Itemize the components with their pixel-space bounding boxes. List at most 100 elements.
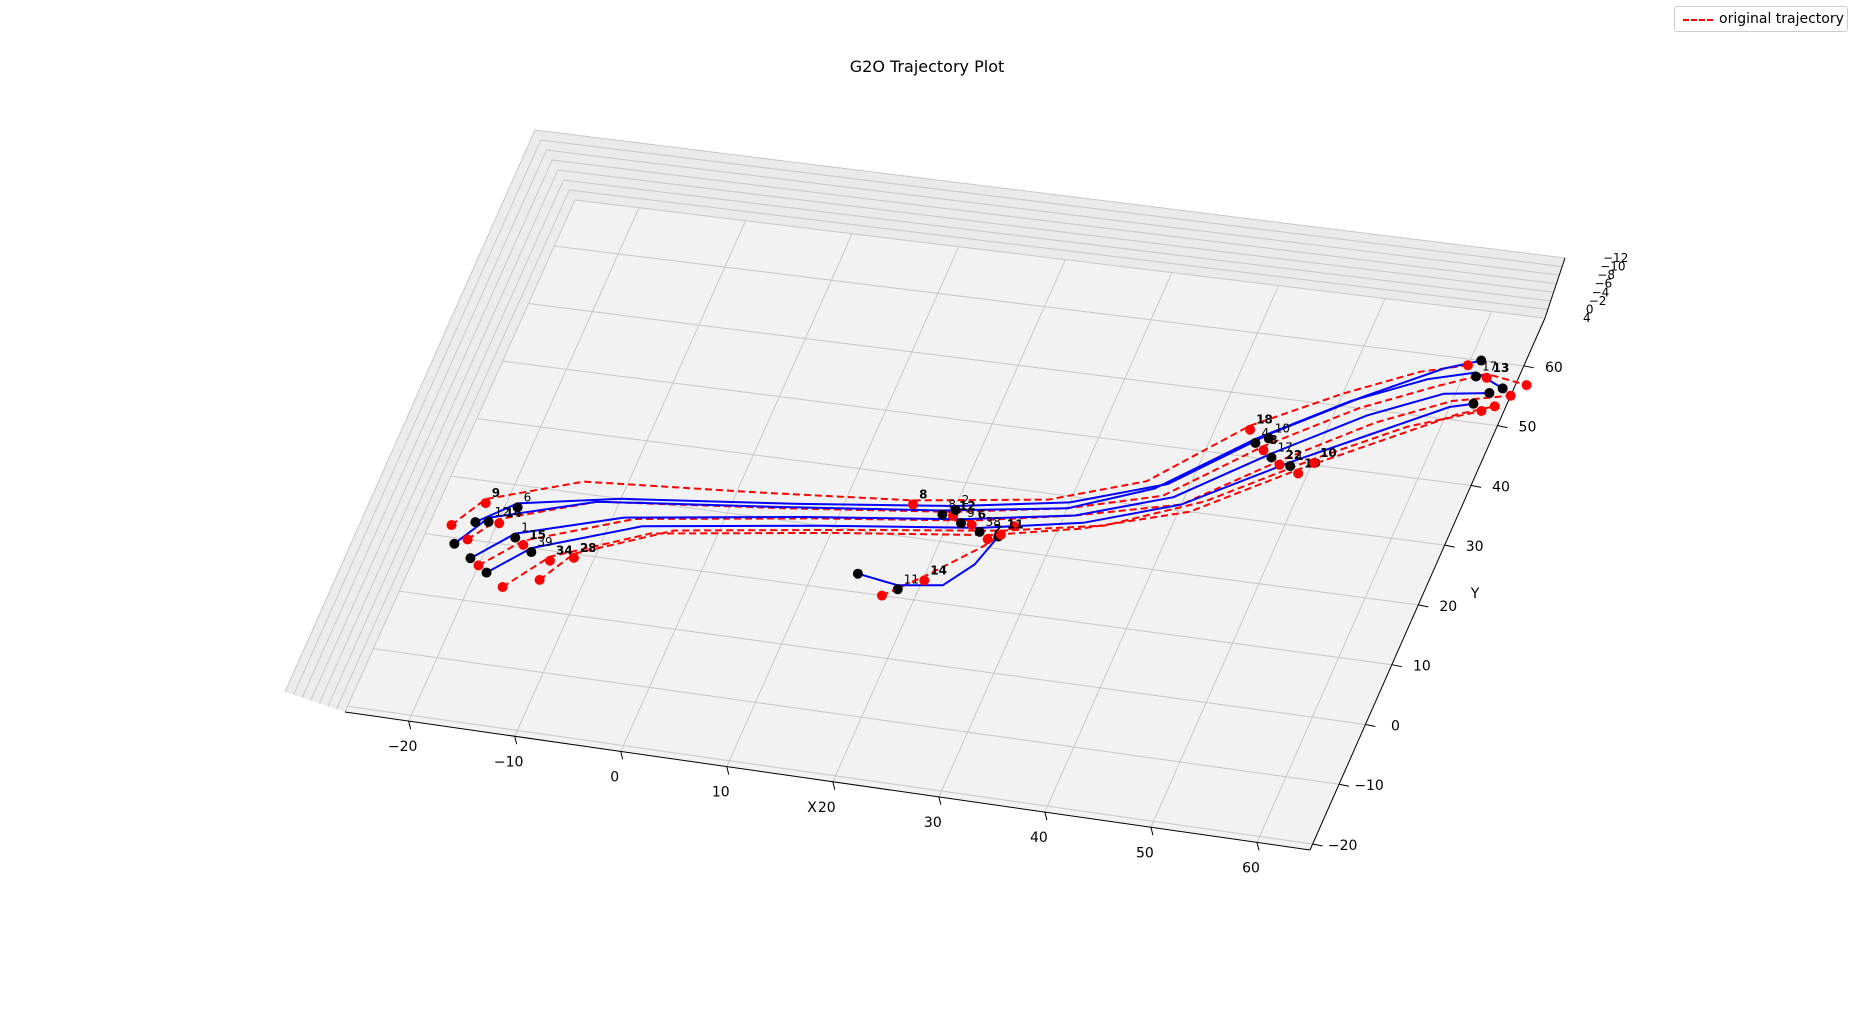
- trajectory-endpoint-marker: [1497, 383, 1508, 394]
- waypoint-label: 6: [524, 490, 532, 504]
- optimized-trajectory-line: [453, 371, 1504, 545]
- trajectory-endpoint-marker: [1468, 398, 1479, 409]
- x-tick: [1150, 827, 1154, 836]
- waypoint-label: 9: [492, 486, 500, 500]
- original-trajectory-line: [467, 372, 1527, 541]
- x-tick: [620, 751, 624, 760]
- waypoint-marker: [1258, 445, 1269, 456]
- trajectory-endpoint-marker: [470, 517, 481, 528]
- waypoint-label: 10: [1275, 421, 1290, 435]
- y-tick: [1365, 723, 1376, 727]
- waypoint-label: 17: [1482, 359, 1497, 373]
- z-grid-line: [344, 199, 1546, 713]
- x-grid-line: [408, 207, 640, 722]
- y-tick: [1470, 484, 1482, 488]
- legend: original trajectory: [1674, 6, 1848, 32]
- waypoint-marker: [892, 584, 903, 595]
- y-tick-label: 40: [1492, 479, 1510, 495]
- waypoint-label: 39: [537, 535, 552, 549]
- y-tick: [1312, 843, 1323, 847]
- x-tick: [938, 796, 942, 806]
- trajectory-endpoint-marker: [446, 520, 457, 531]
- z-tick-label: 0: [1586, 302, 1594, 316]
- z-tick-label: 4: [1583, 311, 1591, 325]
- z-grid-line: [293, 139, 1563, 696]
- waypoint-marker: [1263, 433, 1274, 444]
- waypoint-marker: [518, 539, 529, 550]
- z-tick-label: −2: [1589, 294, 1607, 308]
- x-grid-line: [514, 220, 747, 737]
- waypoint-label: 1: [521, 521, 529, 535]
- waypoint-label: 1: [1296, 449, 1304, 463]
- y-tick: [1523, 365, 1534, 369]
- waypoint-marker: [937, 509, 948, 520]
- waypoint-marker: [974, 526, 985, 537]
- y-tick: [1338, 783, 1350, 787]
- x-tick-label: −10: [494, 754, 524, 770]
- z-axis-line: [1544, 257, 1566, 319]
- optimized-trajectory-line: [857, 535, 1000, 587]
- x-tick: [1044, 811, 1048, 821]
- z-tick-label: −4: [1592, 285, 1610, 299]
- y-grid-line: [476, 418, 1445, 546]
- z-grid-line: [310, 159, 1557, 701]
- waypoint-marker: [526, 547, 537, 558]
- z-grid-line: [318, 169, 1554, 704]
- z-grid-line: [327, 179, 1551, 707]
- z-grid-line: [284, 129, 1566, 693]
- waypoint-label: 3: [1269, 433, 1277, 447]
- y-axis-line: [1309, 317, 1546, 851]
- trajectory-endpoint-marker: [876, 590, 887, 601]
- y-tick-label: 30: [1466, 539, 1484, 555]
- y-tick-label: −10: [1354, 778, 1384, 794]
- trajectory-endpoint-marker: [1476, 355, 1487, 366]
- waypoint-label: 4: [1261, 426, 1269, 440]
- y-grid-line: [450, 475, 1419, 606]
- original-trajectory-line: [450, 364, 1469, 526]
- waypoint-marker: [480, 498, 491, 509]
- trajectory-endpoint-marker: [852, 568, 863, 579]
- z-tick-label: −8: [1597, 268, 1615, 282]
- x-tick-label: 20: [818, 800, 836, 816]
- original-trajectory-line: [538, 410, 1482, 581]
- y-grid-line: [399, 590, 1366, 725]
- y-tick-label: −20: [1328, 838, 1358, 854]
- chart-title: G2O Trajectory Plot: [850, 57, 1005, 76]
- waypoint-label: 9: [967, 506, 975, 520]
- original-trajectory-line: [502, 405, 1495, 588]
- optimized-trajectory-line: [474, 359, 1482, 524]
- y-tick-label: 20: [1439, 599, 1457, 615]
- waypoint-marker: [494, 518, 505, 529]
- y-grid-line: [347, 705, 1313, 845]
- x-tick-label: 0: [610, 769, 619, 785]
- trajectory-endpoint-marker: [481, 567, 492, 578]
- x-tick-label: 30: [924, 815, 942, 831]
- waypoint-label: 12: [959, 499, 976, 513]
- x-axis-line: [344, 711, 1311, 851]
- waypoint-marker: [956, 518, 967, 529]
- trajectory-endpoint-marker: [1484, 388, 1495, 399]
- waypoint-label: 22: [1286, 448, 1303, 462]
- trajectory-endpoint-marker: [1521, 380, 1532, 391]
- trajectory-endpoint-marker: [497, 582, 508, 593]
- x-tick-label: 10: [712, 785, 730, 801]
- x-axis-label: X: [807, 800, 817, 816]
- floor-pane: [345, 200, 1545, 850]
- x-grid-line: [726, 246, 960, 767]
- waypoint-marker: [919, 575, 930, 586]
- waypoint-label: 18: [1256, 413, 1273, 427]
- waypoint-marker: [995, 529, 1006, 540]
- waypoint-label: 38: [986, 515, 1001, 529]
- waypoint-marker: [568, 552, 579, 563]
- trajectory-endpoint-marker: [1476, 405, 1487, 416]
- markers-layer: 1412313156223421998182811101412841719173…: [446, 355, 1532, 601]
- waypoint-label: 8: [919, 487, 927, 501]
- trajectory-endpoint-marker: [465, 553, 476, 564]
- waypoint-marker: [908, 499, 919, 510]
- optimized-trajectory-line: [486, 402, 1474, 574]
- z-tick-label: −12: [1603, 251, 1628, 265]
- optimized-trajectory-line: [470, 392, 1490, 560]
- waypoint-label: 10: [1320, 446, 1337, 460]
- y-grid-line: [425, 533, 1392, 666]
- x-tick-label: 40: [1030, 830, 1048, 846]
